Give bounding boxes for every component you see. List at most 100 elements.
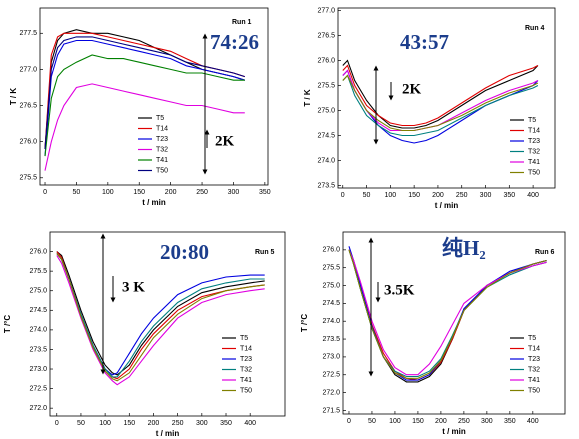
ratio-annotation: 纯H₂ [442,236,486,260]
series-line [348,246,547,381]
series-line [342,64,539,127]
x-tick-label: 100 [385,192,397,199]
panel: 273.5 274.0 274.5 275.0 275.5 276.0 276.5 277.0… [303,7,556,210]
ratio-annotation: 43:57 [400,30,449,54]
x-tick-label: 350 [503,192,515,199]
series-line [56,255,265,386]
x-tick-label: 0 [43,189,47,196]
legend-label: T41 [528,159,540,166]
run-title: Run 4 [525,25,545,32]
x-tick-label: 250 [456,192,468,199]
x-axis-label: t / min [435,201,459,210]
legend-label: T23 [528,356,540,363]
delta-annotation: 3.5K [384,282,415,298]
y-tick-label: 277.0 [19,66,37,73]
y-tick-label: 275.5 [317,82,335,89]
series-line [348,249,547,376]
legend-label: T5 [528,335,536,342]
x-axis-label: t / min [156,429,180,438]
series-line [342,74,539,137]
y-tick-label: 276.5 [317,32,335,39]
y-tick-label: 274.0 [29,327,47,334]
series-line [342,74,539,132]
y-tick-label: 273.0 [29,366,47,373]
y-tick-label: 271.5 [322,407,340,414]
series-line [44,54,245,157]
y-axis-label: T /°C [3,315,12,334]
series-line [44,36,245,149]
series-line [44,83,245,171]
series-line [56,253,265,378]
legend-label: T50 [528,169,540,176]
series-line [56,251,265,376]
y-tick-label: 272.0 [29,405,47,412]
y-axis-label: T / K [9,88,18,106]
legend-label: T32 [240,366,252,373]
y-tick-label: 274.5 [29,307,47,314]
x-tick-label: 200 [435,418,447,425]
panel: 272.0 272.5 273.0 273.5 274.0 274.5 275.0 275.5… [3,231,286,438]
x-tick-label: 200 [148,420,160,427]
x-tick-label: 50 [77,420,85,427]
y-tick-label: 275.0 [322,282,340,289]
y-tick-label: 275.5 [19,175,37,182]
legend-label: T14 [528,127,540,134]
legend-label: T50 [240,387,252,394]
panel: 271.5 272.0 272.5 273.0 273.5 274.0 274.5 275.0… [300,231,566,436]
y-tick-label: 274.5 [322,300,340,307]
run-title: Run 1 [232,19,252,26]
x-tick-label: 50 [363,192,371,199]
y-tick-label: 275.5 [322,265,340,272]
x-tick-label: 350 [504,418,516,425]
y-tick-label: 274.5 [317,132,335,139]
series-line [342,69,539,132]
delta-annotation: 2K [215,133,235,149]
x-tick-label: 350 [220,420,232,427]
x-tick-label: 100 [389,418,401,425]
legend-label: T50 [528,387,540,394]
delta-annotation: 3 K [122,279,145,295]
plot-frame [337,7,556,189]
y-tick-label: 277.5 [19,30,37,37]
y-tick-label: 276.5 [19,102,37,109]
x-tick-label: 200 [165,189,177,196]
y-tick-label: 276.0 [317,57,335,64]
x-tick-label: 50 [73,189,81,196]
legend-label: T41 [528,377,540,384]
legend-label: T5 [528,117,536,124]
x-tick-label: 200 [432,192,444,199]
ratio-annotation: 74:26 [210,30,259,54]
y-tick-label: 273.5 [322,336,340,343]
x-axis-label: t / min [442,427,466,436]
x-tick-label: 150 [408,192,420,199]
series-line [56,253,265,382]
y-tick-label: 274.0 [322,318,340,325]
series-line [56,253,265,376]
x-tick-label: 400 [244,420,256,427]
x-tick-label: 300 [481,418,493,425]
series-line [44,39,245,157]
legend-label: T5 [240,335,248,342]
y-tick-label: 273.5 [29,346,47,353]
x-tick-label: 150 [133,189,145,196]
series-line [342,59,539,129]
legend-label: T5 [156,115,164,122]
y-axis-label: T /°C [300,314,309,333]
x-tick-label: 0 [341,192,345,199]
legend-label: T23 [240,356,252,363]
legend-label: T14 [156,125,168,132]
plot-frame [49,231,286,417]
x-tick-label: 0 [55,420,59,427]
x-tick-label: 150 [123,420,135,427]
plot-frame [39,7,269,186]
x-tick-label: 300 [196,420,208,427]
y-axis-label: T / K [303,89,312,107]
x-tick-label: 150 [412,418,424,425]
panel: 275.5 276.0 276.5 277.0 277.5 0 50 100 150 200 250… [9,7,271,207]
y-tick-label: 275.0 [317,107,335,114]
x-tick-label: 250 [196,189,208,196]
y-tick-label: 273.5 [317,182,335,189]
y-tick-label: 276.0 [322,247,340,254]
y-tick-label: 272.5 [29,385,47,392]
legend-label: T14 [240,345,252,352]
